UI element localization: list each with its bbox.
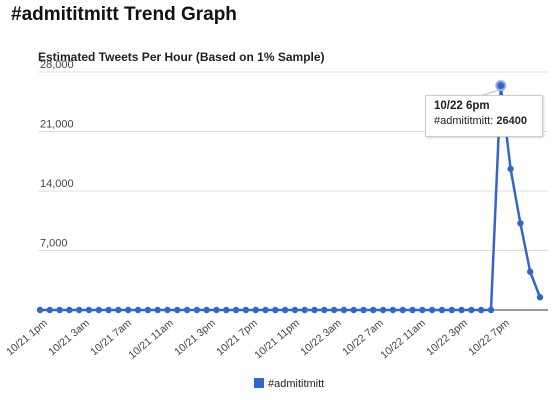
tooltip-title: 10/22 6pm — [434, 100, 490, 112]
data-point[interactable] — [477, 306, 485, 314]
tooltip-value: 26400 — [496, 115, 527, 127]
data-point[interactable] — [56, 306, 63, 314]
data-point[interactable] — [252, 306, 259, 314]
data-point[interactable] — [223, 306, 230, 314]
data-point[interactable] — [409, 306, 416, 314]
data-point[interactable] — [291, 306, 299, 314]
data-point[interactable] — [232, 306, 240, 314]
series-admititmitt[interactable] — [36, 80, 544, 314]
y-axis-ticks: 7,000 14,000 21,000 28,000 — [40, 59, 74, 250]
data-point[interactable] — [448, 306, 455, 314]
data-point[interactable] — [419, 306, 426, 314]
x-tick-label: 10/22 11am — [378, 317, 428, 362]
data-point[interactable] — [46, 306, 54, 314]
data-point[interactable] — [144, 306, 152, 314]
data-point[interactable] — [76, 306, 83, 314]
data-point[interactable] — [468, 306, 475, 314]
x-tick-label: 10/21 3pm — [172, 317, 218, 358]
legend-swatch — [254, 378, 264, 388]
y-tick-label: 21,000 — [40, 119, 74, 131]
x-tick-label: 10/21 3am — [46, 317, 92, 358]
data-point[interactable] — [85, 306, 93, 314]
x-tick-label: 10/21 11pm — [252, 317, 302, 362]
data-point[interactable] — [174, 306, 181, 314]
data-point[interactable] — [105, 306, 112, 314]
data-point[interactable] — [330, 306, 338, 314]
data-point[interactable] — [438, 306, 446, 314]
x-tick-label: 10/22 3pm — [424, 317, 470, 358]
data-point[interactable] — [536, 294, 544, 301]
data-point[interactable] — [370, 306, 377, 314]
data-point[interactable] — [360, 306, 367, 314]
y-tick-label: 28,000 — [40, 59, 74, 71]
data-point[interactable] — [526, 268, 534, 275]
data-point[interactable] — [399, 306, 406, 314]
chart-title: Estimated Tweets Per Hour (Based on 1% S… — [38, 50, 325, 64]
data-point[interactable] — [350, 306, 357, 314]
data-point[interactable] — [340, 306, 348, 314]
data-point[interactable] — [36, 306, 44, 314]
data-tooltip: 10/22 6pm #admititmitt: 26400 — [425, 95, 543, 137]
data-point[interactable] — [242, 306, 250, 314]
legend[interactable]: #admititmitt — [254, 378, 324, 390]
data-point[interactable] — [183, 306, 191, 314]
tooltip-series-label: #admititmitt: — [434, 115, 494, 127]
data-point[interactable] — [321, 306, 328, 314]
data-point[interactable] — [95, 306, 103, 314]
data-point[interactable] — [272, 306, 279, 314]
data-point[interactable] — [507, 165, 514, 173]
y-tick-label: 14,000 — [40, 178, 74, 190]
x-tick-label: 10/21 1pm — [4, 317, 50, 358]
data-point[interactable] — [487, 306, 495, 314]
highlighted-point[interactable] — [495, 80, 507, 92]
data-point[interactable] — [66, 306, 73, 314]
data-point[interactable] — [203, 306, 210, 314]
tooltip-pointer — [479, 89, 501, 97]
page-title: #admititmitt Trend Graph — [11, 4, 237, 25]
data-point[interactable] — [193, 306, 201, 314]
x-tick-label: 10/21 11am — [126, 317, 176, 362]
data-point[interactable] — [458, 306, 465, 314]
data-point[interactable] — [213, 306, 220, 314]
x-tick-label: 10/22 7pm — [466, 317, 512, 358]
data-point[interactable] — [134, 306, 142, 314]
data-point[interactable] — [281, 306, 289, 314]
data-point[interactable] — [428, 306, 436, 314]
series-line — [40, 84, 542, 312]
data-point[interactable] — [389, 306, 397, 314]
data-point[interactable] — [164, 306, 171, 314]
data-point[interactable] — [262, 306, 269, 314]
x-tick-label: 10/22 3am — [298, 317, 344, 358]
data-point[interactable] — [125, 306, 132, 314]
data-point[interactable] — [115, 306, 122, 314]
y-tick-label: 7,000 — [40, 238, 68, 250]
data-point[interactable] — [301, 306, 308, 314]
data-point[interactable] — [517, 220, 524, 227]
data-point[interactable] — [154, 306, 161, 314]
legend-label: #admititmitt — [268, 378, 324, 390]
data-point[interactable] — [311, 306, 318, 314]
data-point[interactable] — [379, 306, 387, 314]
